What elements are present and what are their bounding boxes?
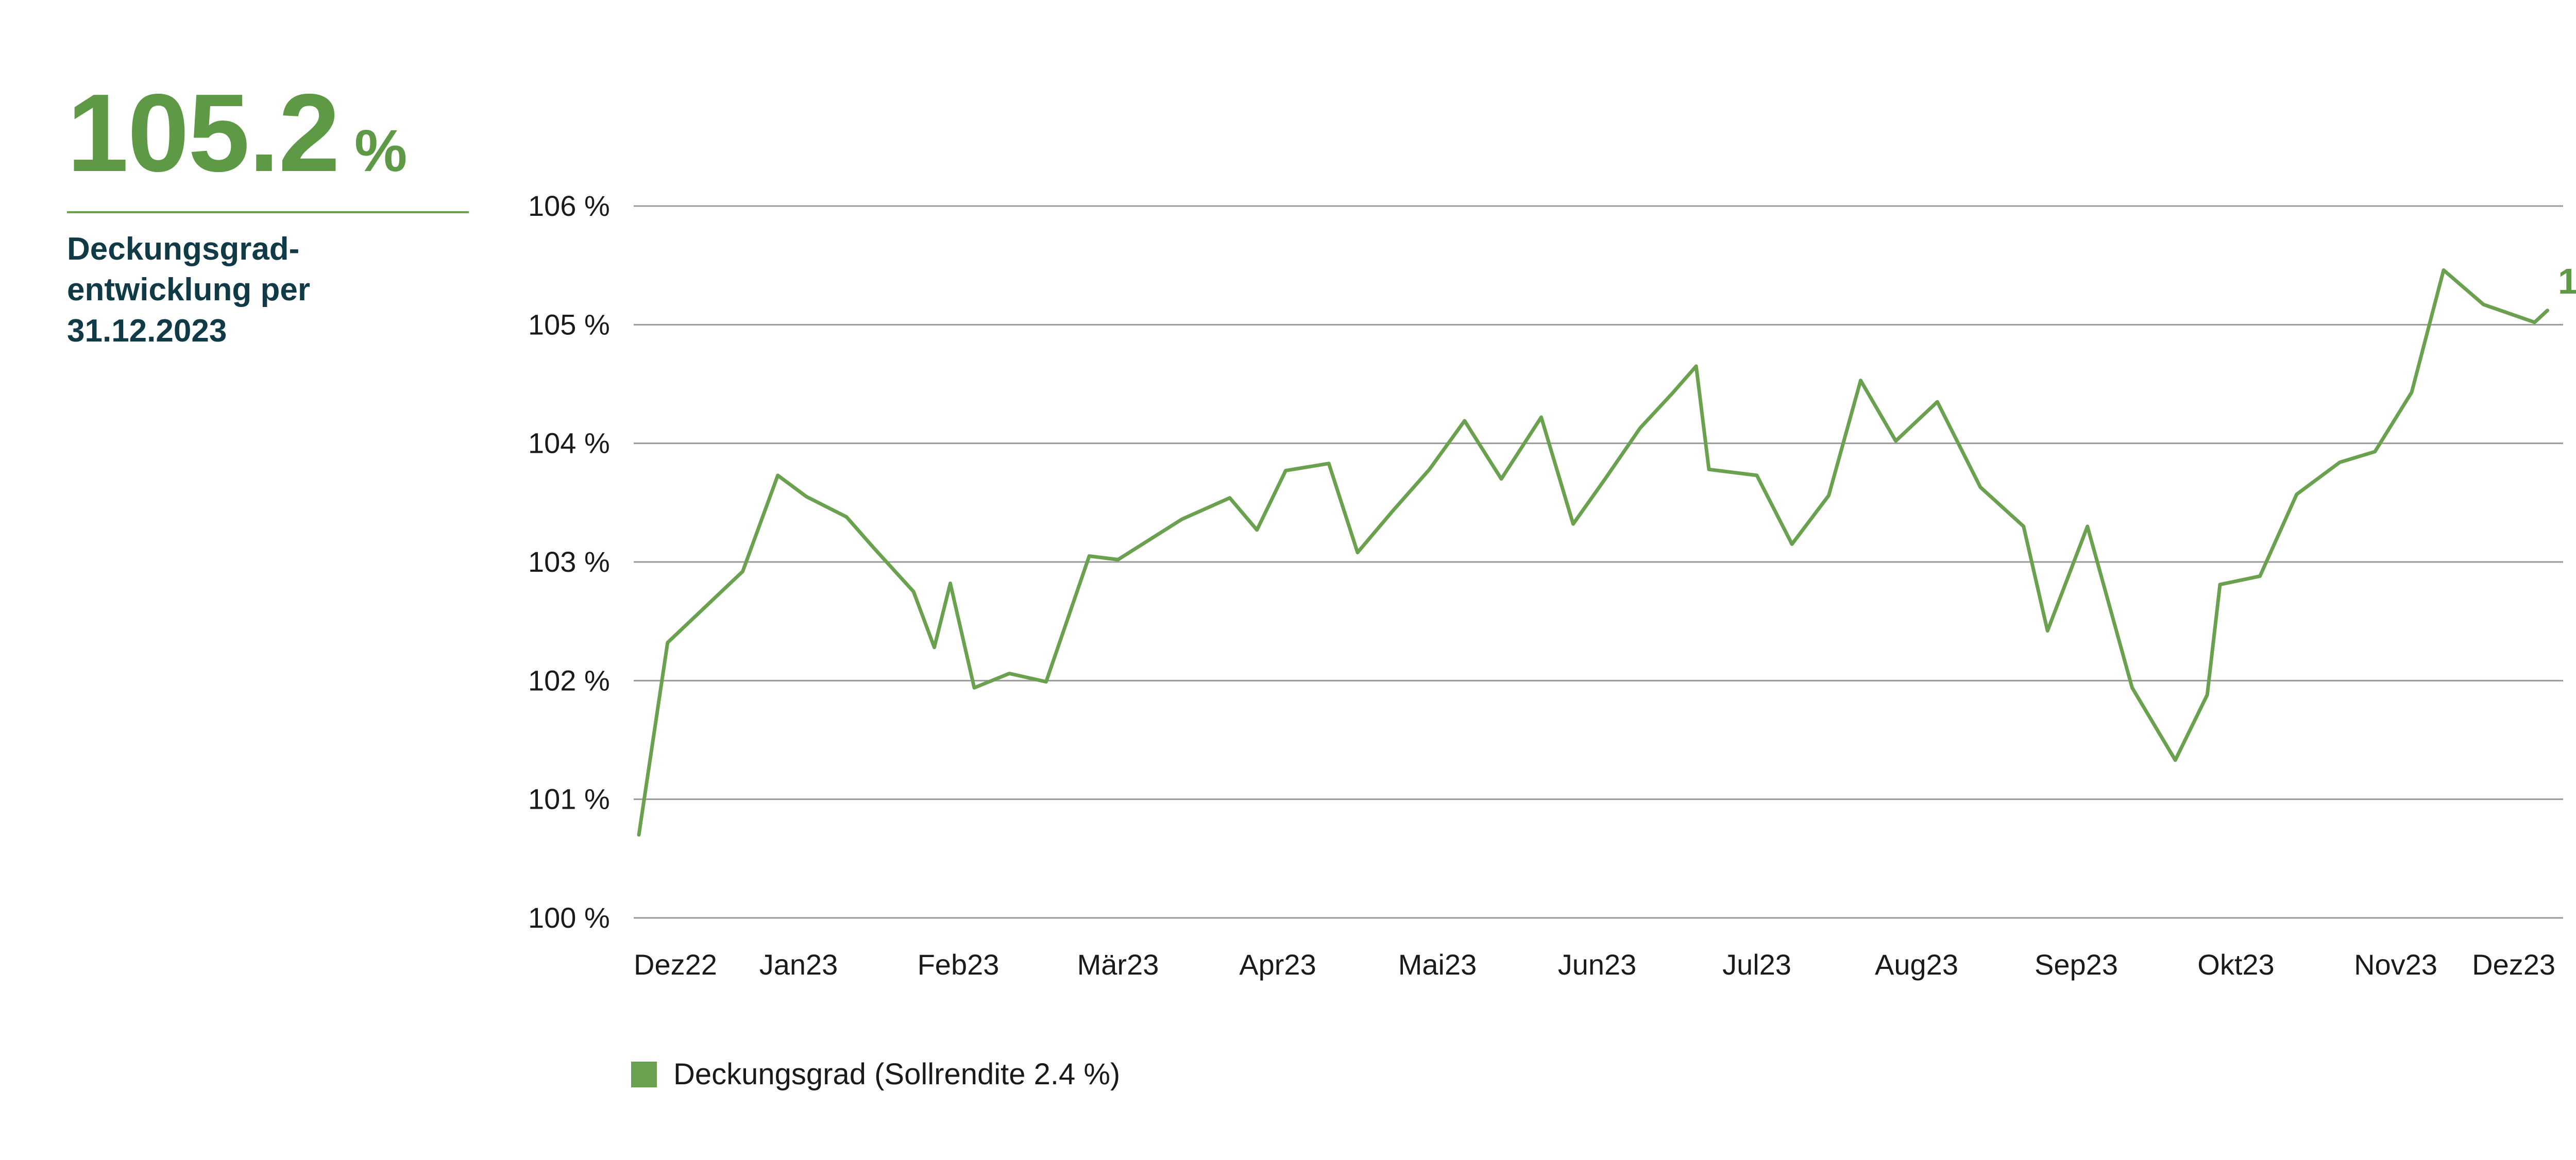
x-tick-label: Jul23 xyxy=(1722,948,1791,981)
x-tick-label: Mär23 xyxy=(1077,948,1159,981)
legend-swatch xyxy=(631,1061,657,1087)
x-tick-label: Nov23 xyxy=(2354,948,2437,981)
kpi-value: 105.2 xyxy=(67,71,340,195)
end-value-label: 105.2% xyxy=(2558,261,2576,301)
x-tick-label: Mai23 xyxy=(1398,948,1477,981)
y-tick-label: 102 % xyxy=(528,664,610,696)
kpi-value-row: 105.2 % xyxy=(67,77,469,213)
x-tick-label: Dez22 xyxy=(634,948,717,981)
x-tick-label: Sep23 xyxy=(2035,948,2118,981)
y-tick-label: 100 % xyxy=(528,901,610,934)
kpi-panel: 105.2 % Deckungsgrad- entwicklung per 31… xyxy=(67,77,469,351)
x-tick-label: Jun23 xyxy=(1558,948,1637,981)
y-tick-label: 103 % xyxy=(528,545,610,578)
kpi-unit: % xyxy=(354,118,408,184)
chart-legend: Deckungsgrad (Sollrendite 2.4 %) xyxy=(631,1057,1120,1091)
y-tick-label: 101 % xyxy=(528,783,610,815)
x-tick-label: Feb23 xyxy=(918,948,999,981)
x-tick-label: Dez23 xyxy=(2472,948,2555,981)
y-tick-label: 106 % xyxy=(528,190,610,222)
kpi-caption-line: Deckungsgrad- xyxy=(67,231,300,267)
kpi-caption-line: 31.12.2023 xyxy=(67,313,227,349)
kpi-caption-line: entwicklung per xyxy=(67,272,310,308)
kpi-caption: Deckungsgrad- entwicklung per 31.12.2023 xyxy=(67,229,386,351)
y-tick-label: 104 % xyxy=(528,427,610,459)
x-tick-label: Jan23 xyxy=(759,948,838,981)
x-tick-label: Okt23 xyxy=(2197,948,2274,981)
x-tick-label: Aug23 xyxy=(1875,948,1958,981)
legend-label: Deckungsgrad (Sollrendite 2.4 %) xyxy=(673,1057,1121,1091)
y-tick-label: 105 % xyxy=(528,308,610,340)
series-line xyxy=(637,268,2549,837)
x-tick-label: Apr23 xyxy=(1239,948,1316,981)
